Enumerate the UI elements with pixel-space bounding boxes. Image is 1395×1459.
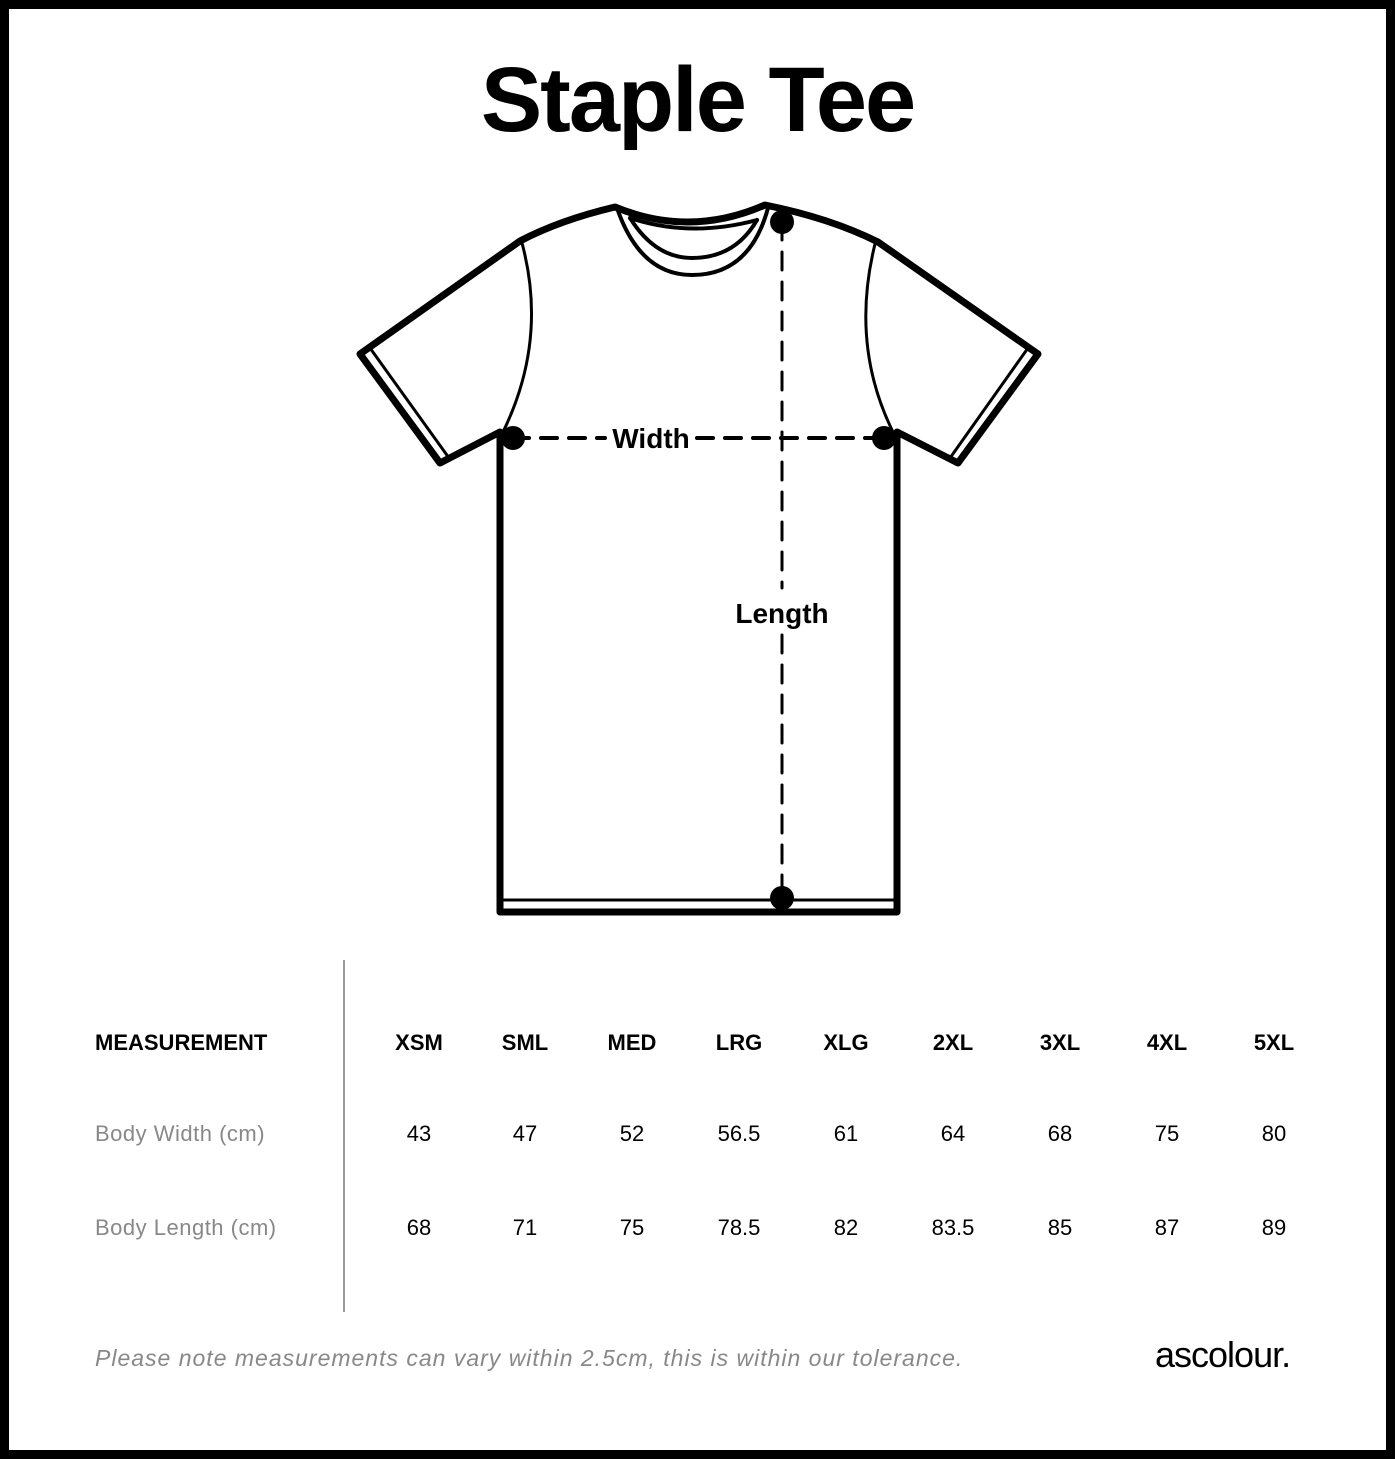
table-cell: 71 xyxy=(512,1215,538,1240)
left-sleeve-seam xyxy=(501,241,533,434)
table-cell: 78.5 xyxy=(717,1215,761,1240)
table-cell: 64 xyxy=(940,1121,966,1146)
row-label: Body Length (cm) xyxy=(95,1215,277,1240)
collar-inner xyxy=(628,216,759,260)
page-title: Staple Tee xyxy=(480,49,916,151)
width-right-dot xyxy=(872,426,896,450)
length-top-dot xyxy=(770,210,794,234)
collar-band xyxy=(628,216,759,231)
length-label: Length xyxy=(735,598,828,629)
measurement-header: MEASUREMENT xyxy=(95,1030,268,1055)
table-cell: 52 xyxy=(619,1121,645,1146)
tshirt-diagram: Width Length xyxy=(356,201,1042,916)
table-cell: 89 xyxy=(1261,1215,1287,1240)
tolerance-note: Please note measurements can vary within… xyxy=(95,1345,964,1371)
table-cell: 82 xyxy=(833,1215,859,1240)
table-cell: 80 xyxy=(1261,1121,1287,1146)
table-cell: 85 xyxy=(1047,1215,1073,1240)
size-header-2xl: 2XL xyxy=(932,1030,974,1055)
table-divider xyxy=(343,960,345,1312)
size-header-xsm: XSM xyxy=(395,1030,443,1055)
length-bottom-dot xyxy=(770,886,794,910)
tshirt-outline xyxy=(356,201,1042,916)
row-label: Body Width (cm) xyxy=(95,1121,266,1146)
left-cuff-line xyxy=(368,346,451,460)
table-cell: 56.5 xyxy=(717,1121,761,1146)
width-label: Width xyxy=(612,423,690,454)
size-header-xlg: XLG xyxy=(823,1030,869,1055)
collar-outer xyxy=(615,206,770,277)
right-cuff-line xyxy=(948,346,1030,460)
table-cell: 68 xyxy=(1047,1121,1073,1146)
table-cell: 43 xyxy=(406,1121,432,1146)
size-header-5xl: 5XL xyxy=(1253,1030,1295,1055)
width-left-dot xyxy=(501,426,525,450)
table-cell: 68 xyxy=(406,1215,432,1240)
size-header-sml: SML xyxy=(501,1030,549,1055)
table-cell: 83.5 xyxy=(931,1215,975,1240)
size-header-3xl: 3XL xyxy=(1039,1030,1081,1055)
brand-logo: ascolour. xyxy=(1155,1334,1291,1375)
size-header-med: MED xyxy=(607,1030,657,1055)
table-cell: 61 xyxy=(833,1121,859,1146)
size-header-lrg: LRG xyxy=(715,1030,763,1055)
size-header-4xl: 4XL xyxy=(1146,1030,1188,1055)
table-cell: 47 xyxy=(512,1121,538,1146)
table-cell: 75 xyxy=(1154,1121,1180,1146)
table-cell: 75 xyxy=(619,1215,645,1240)
table-cell: 87 xyxy=(1154,1215,1180,1240)
right-sleeve-seam xyxy=(864,242,895,434)
